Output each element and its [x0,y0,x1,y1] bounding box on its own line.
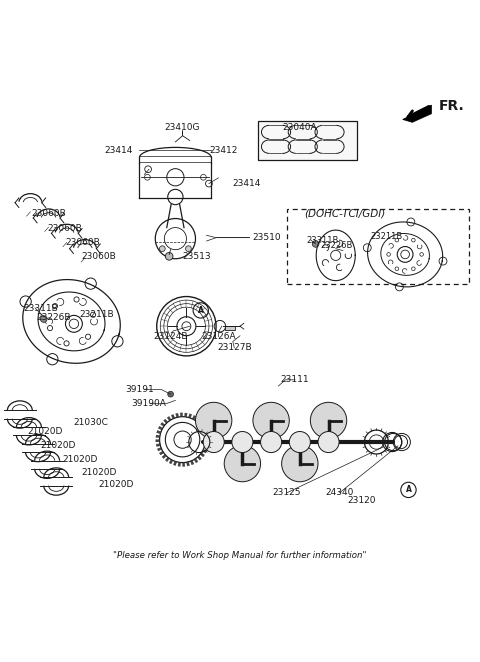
Polygon shape [205,438,209,440]
Text: 23410G: 23410G [165,123,200,132]
Polygon shape [159,451,164,455]
Text: 21030C: 21030C [73,418,108,428]
Polygon shape [157,448,162,451]
Text: 21020D: 21020D [40,442,75,450]
Polygon shape [199,420,203,425]
Text: 23060B: 23060B [48,224,83,232]
Text: 39191: 39191 [125,385,154,394]
Polygon shape [165,457,169,461]
Text: 23510: 23510 [252,233,281,242]
Text: 23126A: 23126A [201,332,236,341]
Text: 23513: 23513 [182,252,211,261]
Polygon shape [204,428,208,432]
Text: 23211B: 23211B [80,310,114,318]
Circle shape [289,432,311,453]
Text: 23412: 23412 [209,146,237,155]
Polygon shape [169,459,173,464]
Text: 23211B: 23211B [370,232,402,241]
Circle shape [165,252,173,260]
Text: 23127B: 23127B [217,344,252,352]
Circle shape [224,446,261,482]
Bar [287,209,469,284]
Polygon shape [161,422,165,426]
Text: "Please refer to Work Shop Manual for further information": "Please refer to Work Shop Manual for fu… [113,551,367,560]
Text: 23226B: 23226B [321,242,353,250]
Circle shape [144,174,150,180]
Polygon shape [202,424,206,428]
Text: A: A [406,485,411,495]
Polygon shape [197,456,202,460]
Bar [225,326,235,330]
Text: 23124B: 23124B [153,332,188,341]
Polygon shape [173,461,177,465]
Circle shape [40,316,47,322]
Text: 21020D: 21020D [81,467,117,477]
Polygon shape [158,426,163,430]
Polygon shape [164,419,168,424]
Polygon shape [205,442,209,444]
Text: 23120: 23120 [348,496,376,505]
Polygon shape [171,414,175,419]
Polygon shape [156,430,161,434]
Circle shape [232,432,253,453]
Polygon shape [203,449,207,453]
Text: FR.: FR. [439,99,464,113]
Polygon shape [187,462,190,466]
Polygon shape [205,433,209,436]
Polygon shape [204,446,208,449]
Polygon shape [176,413,179,418]
Polygon shape [156,440,160,442]
Text: 23414: 23414 [104,146,132,155]
Circle shape [282,446,318,482]
Bar [258,121,357,160]
Polygon shape [162,454,167,459]
Circle shape [195,402,232,439]
Text: 23060B: 23060B [81,252,116,261]
Circle shape [203,432,224,453]
Text: 23111: 23111 [281,375,309,385]
Text: 23125: 23125 [273,489,301,497]
Polygon shape [200,453,204,457]
Polygon shape [156,444,160,447]
Polygon shape [192,415,196,420]
Circle shape [159,246,165,252]
Text: 21020D: 21020D [99,480,134,489]
Text: 24340: 24340 [325,489,354,497]
Polygon shape [156,435,160,438]
Text: 21020D: 21020D [62,455,97,464]
Polygon shape [196,418,200,422]
Circle shape [318,432,339,453]
Polygon shape [403,105,432,122]
Polygon shape [182,463,185,467]
Circle shape [311,402,347,439]
Text: A: A [198,306,204,315]
Polygon shape [180,413,182,417]
Polygon shape [194,459,198,463]
Circle shape [312,240,319,247]
Text: 23060B: 23060B [32,209,67,218]
Polygon shape [191,461,194,465]
Text: 23060B: 23060B [65,238,100,247]
Polygon shape [167,416,171,421]
Circle shape [261,432,282,453]
Text: (DOHC-TCI/GDI): (DOHC-TCI/GDI) [305,209,386,218]
Polygon shape [178,462,180,466]
Text: 39190A: 39190A [132,399,167,408]
Circle shape [186,246,192,252]
Text: 21020D: 21020D [27,427,62,436]
Text: 23414: 23414 [233,179,261,188]
Polygon shape [185,413,187,417]
Text: 23040A: 23040A [283,123,317,132]
Circle shape [253,402,289,439]
Text: 23226B: 23226B [36,313,71,322]
Polygon shape [189,414,192,418]
Circle shape [201,174,206,180]
Circle shape [168,391,173,397]
Text: 23311B: 23311B [24,303,59,312]
Text: 23311B: 23311B [306,236,338,244]
